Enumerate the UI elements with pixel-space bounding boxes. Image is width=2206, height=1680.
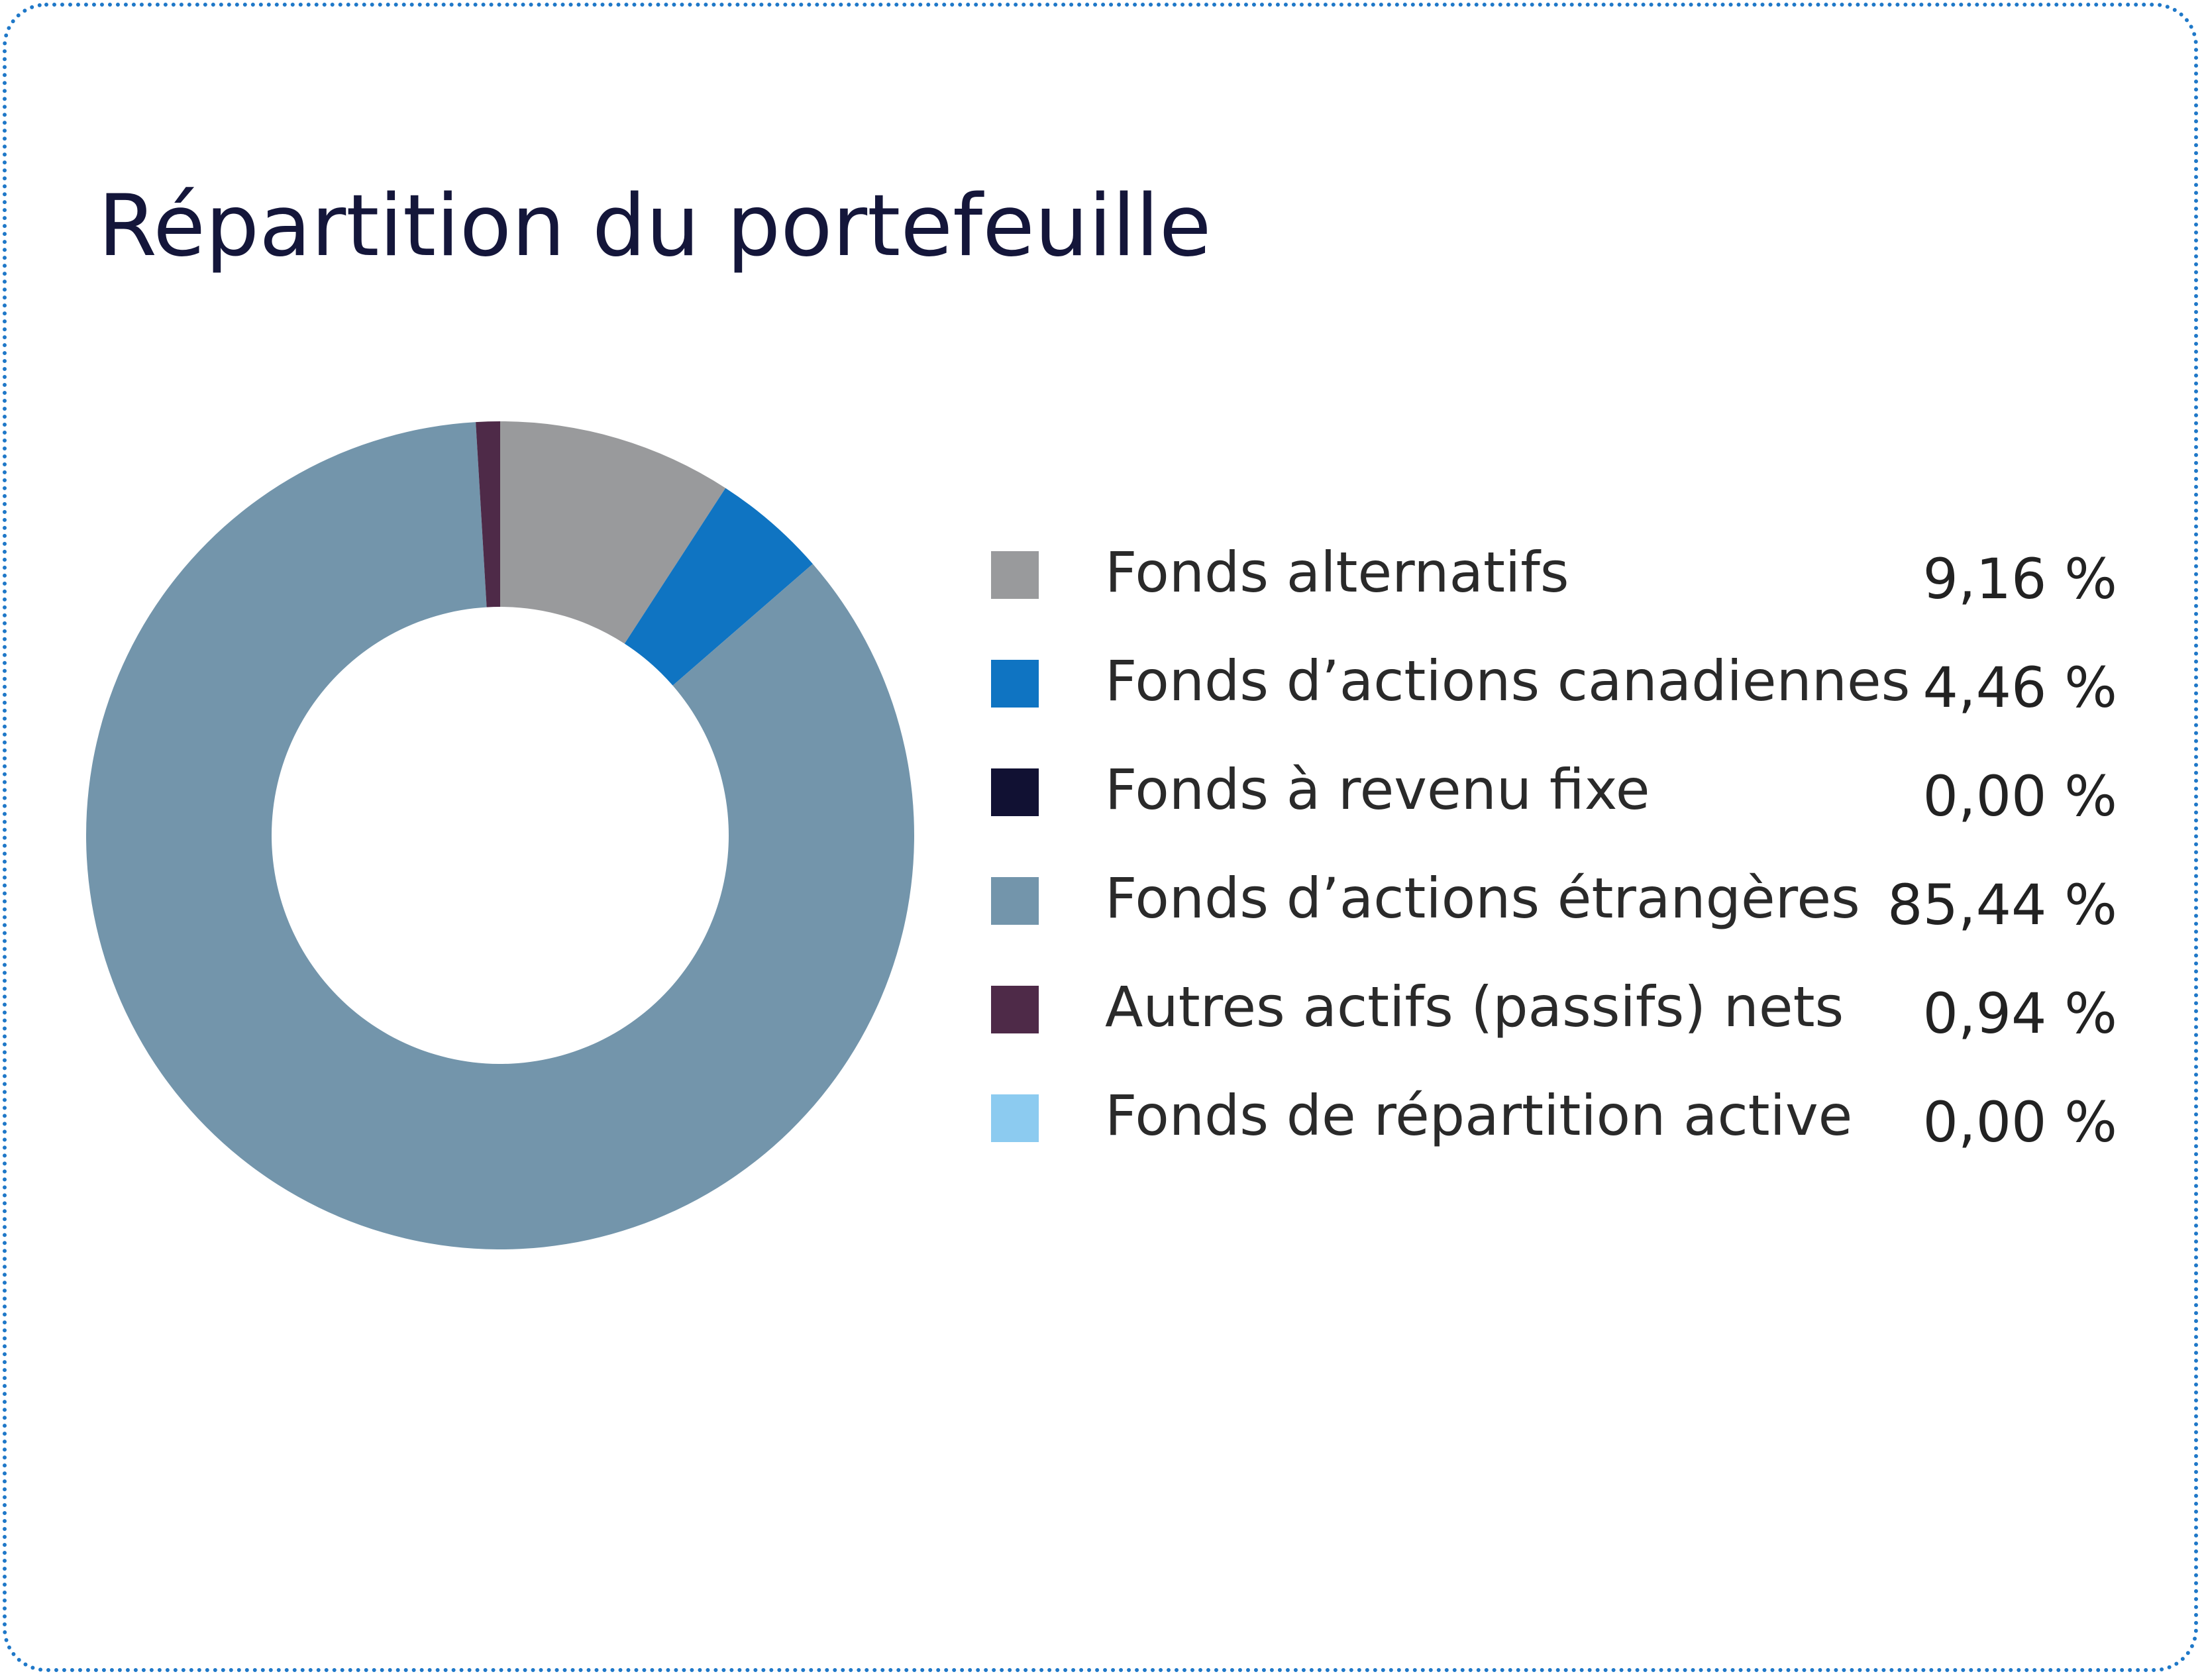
legend-value: 0,00 % [1922, 1090, 2117, 1155]
legend: Fonds alternatifs 9,16 % Fonds d’actions c… [991, 530, 2117, 1182]
slice-autres-actifs-passifs-nets [476, 421, 500, 607]
legend-label: Fonds alternatifs [1105, 540, 1569, 605]
legend-value: 4,46 % [1922, 655, 2117, 720]
legend-value: 9,16 % [1922, 547, 2117, 611]
legend-value: 0,94 % [1922, 981, 2117, 1046]
legend-swatch [991, 986, 1039, 1033]
legend-label: Fonds de répartition active [1105, 1083, 1853, 1148]
legend-label: Fonds d’actions étrangères [1105, 866, 1860, 931]
legend-value: 0,00 % [1922, 764, 2117, 829]
legend-item-fonds-d-actions-canadiennes: Fonds d’actions canadiennes 4,46 % [991, 639, 2117, 747]
legend-label: Fonds d’actions canadiennes [1105, 649, 1911, 713]
legend-label: Autres actifs (passifs) nets [1105, 974, 1844, 1039]
legend-swatch [991, 551, 1039, 599]
slice-fonds-d-actions-etrangeres [86, 422, 914, 1249]
legend-item-fonds-d-actions-etrangeres: Fonds d’actions étrangères 85,44 % [991, 856, 2117, 965]
legend-item-fonds-a-revenu-fixe: Fonds à revenu fixe 0,00 % [991, 747, 2117, 856]
slice-fonds-alternatifs [500, 421, 726, 644]
chart-title: Répartition du portefeuille [98, 177, 1212, 276]
legend-swatch [991, 768, 1039, 816]
donut-chart [86, 421, 914, 1249]
legend-label: Fonds à revenu fixe [1105, 757, 1650, 822]
legend-item-fonds-alternatifs: Fonds alternatifs 9,16 % [991, 530, 2117, 639]
legend-value: 85,44 % [1887, 872, 2117, 937]
legend-item-autres-actifs-passifs-nets: Autres actifs (passifs) nets 0,94 % [991, 965, 2117, 1073]
legend-swatch [991, 1094, 1039, 1142]
legend-swatch [991, 660, 1039, 708]
chart-card: Répartition du portefeuille Fonds altern… [3, 3, 2198, 1672]
legend-item-fonds-de-repartition-active: Fonds de répartition active 0,00 % [991, 1073, 2117, 1182]
slice-fonds-d-actions-canadiennes [624, 488, 813, 686]
legend-swatch [991, 877, 1039, 925]
donut-slices [86, 421, 914, 1249]
